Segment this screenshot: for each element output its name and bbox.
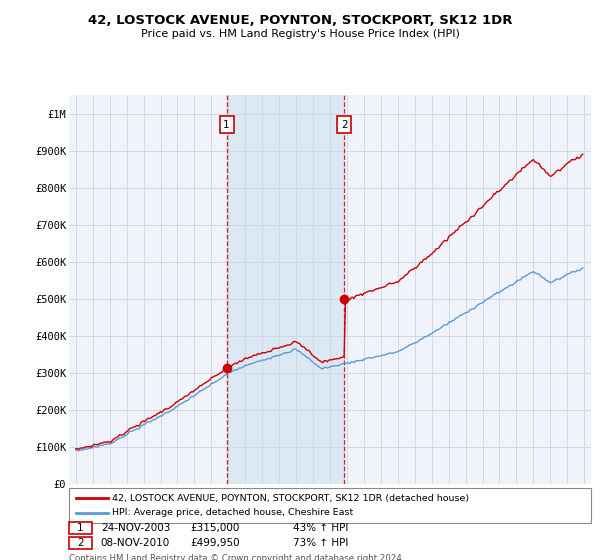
Text: Price paid vs. HM Land Registry's House Price Index (HPI): Price paid vs. HM Land Registry's House … <box>140 29 460 39</box>
Text: 1: 1 <box>77 523 84 533</box>
Text: Contains HM Land Registry data © Crown copyright and database right 2024.
This d: Contains HM Land Registry data © Crown c… <box>69 554 404 560</box>
Text: HPI: Average price, detached house, Cheshire East: HPI: Average price, detached house, Ches… <box>112 508 353 517</box>
Text: 2: 2 <box>77 538 84 548</box>
Text: £315,000: £315,000 <box>191 523 240 533</box>
Bar <box>227 95 344 484</box>
Text: £499,950: £499,950 <box>191 538 241 548</box>
Text: 73% ↑ HPI: 73% ↑ HPI <box>293 538 348 548</box>
Text: 43% ↑ HPI: 43% ↑ HPI <box>293 523 348 533</box>
Text: 42, LOSTOCK AVENUE, POYNTON, STOCKPORT, SK12 1DR (detached house): 42, LOSTOCK AVENUE, POYNTON, STOCKPORT, … <box>112 494 469 503</box>
Text: 42, LOSTOCK AVENUE, POYNTON, STOCKPORT, SK12 1DR: 42, LOSTOCK AVENUE, POYNTON, STOCKPORT, … <box>88 14 512 27</box>
Text: 1: 1 <box>223 120 230 130</box>
Text: 24-NOV-2003: 24-NOV-2003 <box>101 523 170 533</box>
Text: 2: 2 <box>341 120 348 130</box>
Text: 08-NOV-2010: 08-NOV-2010 <box>101 538 170 548</box>
